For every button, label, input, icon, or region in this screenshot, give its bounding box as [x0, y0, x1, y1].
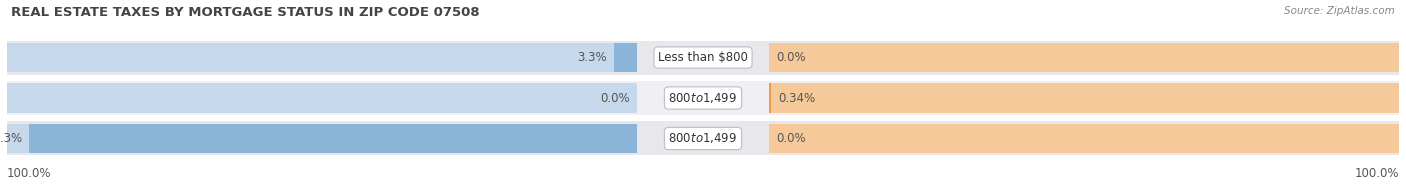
Bar: [614, 43, 637, 72]
Text: $800 to $1,499: $800 to $1,499: [668, 91, 738, 105]
Text: 87.3%: 87.3%: [0, 132, 22, 145]
Text: 0.0%: 0.0%: [776, 51, 806, 64]
Text: 0.0%: 0.0%: [776, 132, 806, 145]
Text: Source: ZipAtlas.com: Source: ZipAtlas.com: [1284, 6, 1395, 16]
Bar: [30, 124, 637, 153]
Bar: [769, 124, 1399, 153]
Bar: [769, 83, 1399, 113]
Bar: [7, 83, 637, 113]
Bar: [769, 43, 1399, 72]
Text: REAL ESTATE TAXES BY MORTGAGE STATUS IN ZIP CODE 07508: REAL ESTATE TAXES BY MORTGAGE STATUS IN …: [11, 6, 479, 19]
Bar: [769, 83, 772, 113]
Text: 100.0%: 100.0%: [7, 167, 52, 180]
Text: Less than $800: Less than $800: [658, 51, 748, 64]
Text: $800 to $1,499: $800 to $1,499: [668, 132, 738, 145]
Bar: [7, 43, 637, 72]
Text: 100.0%: 100.0%: [1354, 167, 1399, 180]
Bar: [7, 122, 1399, 155]
Bar: [7, 81, 1399, 115]
Text: 0.0%: 0.0%: [600, 92, 630, 104]
Text: 0.34%: 0.34%: [779, 92, 815, 104]
Text: 3.3%: 3.3%: [578, 51, 607, 64]
Bar: [7, 41, 1399, 74]
Bar: [7, 124, 637, 153]
